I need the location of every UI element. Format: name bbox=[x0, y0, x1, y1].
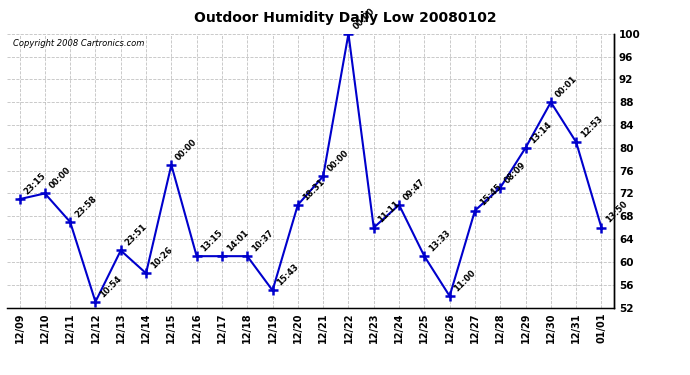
Text: 13:33: 13:33 bbox=[427, 228, 452, 254]
Text: 00:00: 00:00 bbox=[174, 137, 199, 162]
Text: 10:26: 10:26 bbox=[149, 245, 174, 270]
Text: 00:00: 00:00 bbox=[48, 166, 72, 190]
Text: 15:43: 15:43 bbox=[275, 262, 301, 288]
Text: 14:01: 14:01 bbox=[225, 228, 250, 254]
Text: 00:00: 00:00 bbox=[326, 148, 351, 174]
Text: 10:54: 10:54 bbox=[98, 274, 124, 299]
Text: 00:00: 00:00 bbox=[351, 6, 376, 31]
Text: 13:50: 13:50 bbox=[604, 200, 629, 225]
Text: Copyright 2008 Cartronics.com: Copyright 2008 Cartronics.com bbox=[13, 39, 144, 48]
Text: 00:01: 00:01 bbox=[553, 74, 579, 99]
Text: 08:09: 08:09 bbox=[503, 160, 528, 185]
Text: 23:15: 23:15 bbox=[22, 171, 48, 196]
Text: 13:14: 13:14 bbox=[529, 120, 553, 145]
Text: 23:58: 23:58 bbox=[73, 194, 98, 219]
Text: 18:31: 18:31 bbox=[301, 177, 326, 202]
Text: 09:47: 09:47 bbox=[402, 177, 427, 202]
Text: 23:51: 23:51 bbox=[124, 222, 149, 248]
Text: 10:37: 10:37 bbox=[250, 228, 275, 254]
Text: Outdoor Humidity Daily Low 20080102: Outdoor Humidity Daily Low 20080102 bbox=[194, 11, 496, 25]
Text: 12:53: 12:53 bbox=[579, 114, 604, 140]
Text: 11:11: 11:11 bbox=[377, 200, 402, 225]
Text: 15:45: 15:45 bbox=[477, 182, 503, 208]
Text: 13:15: 13:15 bbox=[199, 228, 225, 254]
Text: 11:00: 11:00 bbox=[453, 268, 477, 293]
